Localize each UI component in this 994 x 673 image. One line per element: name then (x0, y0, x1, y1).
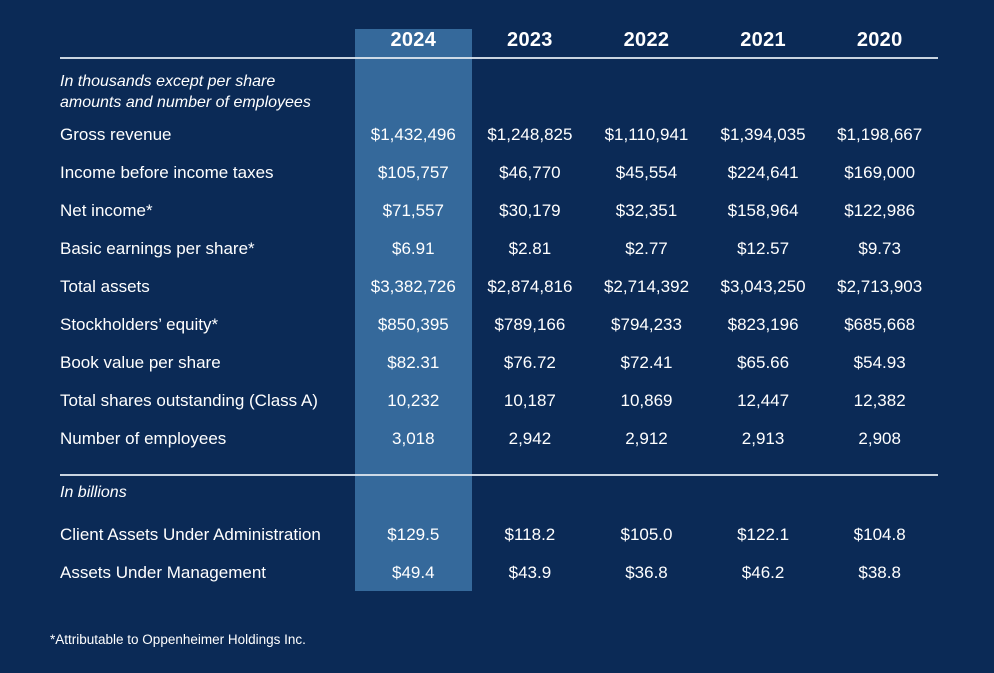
cell-2021: $12.57 (737, 239, 790, 258)
cell-2023: $789,166 (494, 315, 566, 334)
row-label: Income before income taxes (60, 163, 274, 182)
cell-2023: $1,248,825 (487, 125, 573, 144)
cell-2021: $224,641 (727, 163, 799, 182)
cell-2021: $122.1 (737, 525, 790, 544)
row-label: Total shares outstanding (Class A) (60, 391, 318, 410)
cell-2023: $2,874,816 (487, 277, 573, 296)
cell-2022: $32,351 (615, 201, 678, 220)
cell-2020: $54.93 (853, 353, 906, 372)
row-label: Number of employees (60, 429, 227, 448)
cell-2024: 3,018 (392, 429, 435, 448)
cell-2021: $65.66 (737, 353, 790, 372)
row-label: Assets Under Management (60, 563, 266, 582)
row-label: Book value per share (60, 353, 221, 372)
billions-note: In billions (60, 484, 127, 501)
units-note: In thousands except per share amounts an… (60, 71, 938, 113)
cell-2023: $76.72 (503, 353, 556, 372)
year-header-row: 2024 2023 2022 2021 2020 (60, 0, 938, 57)
table-row-book-value: Book value per share $82.31 $76.72 $72.4… (60, 344, 938, 382)
table-body-billions: Client Assets Under Administration $129.… (60, 516, 938, 592)
row-label: Stockholders’ equity* (60, 315, 219, 334)
table-row-total-shares: Total shares outstanding (Class A) 10,23… (60, 382, 938, 420)
cell-2023: $118.2 (504, 525, 556, 544)
cell-2024: $105,757 (377, 163, 449, 182)
cell-2024: $129.5 (387, 525, 440, 544)
cell-2024: 10,232 (387, 391, 440, 410)
divider-line-top (60, 57, 938, 59)
table-row-income-before-taxes: Income before income taxes $105,757 $46,… (60, 154, 938, 192)
cell-2024: $3,382,726 (370, 277, 456, 296)
cell-2022: $2,714,392 (603, 277, 690, 296)
cell-2020: $1,198,667 (837, 125, 923, 144)
year-header-2024: 2024 (390, 29, 437, 51)
cell-2020: $122,986 (844, 201, 916, 220)
cell-2023: $30,179 (499, 201, 561, 220)
divider-line-middle (60, 474, 938, 476)
cell-2024: $49.4 (392, 563, 435, 582)
cell-2023: 10,187 (503, 391, 556, 410)
cell-2020: $9.73 (858, 239, 901, 258)
highlight-column-2024 (355, 29, 472, 591)
table-row-net-income: Net income* $71,557 $30,179 $32,351 $158… (60, 192, 938, 230)
row-label: Basic earnings per share* (60, 239, 255, 258)
cell-2024: $71,557 (382, 201, 445, 220)
cell-2022: $1,110,941 (604, 125, 689, 144)
table-row-total-assets: Total assets $3,382,726 $2,874,816 $2,71… (60, 268, 938, 306)
cell-2022: 2,912 (625, 429, 668, 448)
cell-2020: $104.8 (853, 525, 906, 544)
year-header-2022: 2022 (623, 29, 670, 51)
cell-2023: $46,770 (499, 163, 561, 182)
table-row-assets-under-management: Assets Under Management $49.4 $43.9 $36.… (60, 554, 938, 592)
cell-2024: $6.91 (392, 239, 435, 258)
table-row-employees: Number of employees 3,018 2,942 2,912 2,… (60, 420, 938, 458)
cell-2024: $82.31 (387, 353, 440, 372)
row-label: Net income* (60, 201, 153, 220)
cell-2023: $43.9 (508, 563, 552, 582)
cell-2020: $685,668 (844, 315, 916, 334)
cell-2021: $158,964 (727, 201, 799, 220)
cell-2021: 2,913 (741, 429, 785, 448)
row-label: Client Assets Under Administration (60, 525, 321, 544)
cell-2024: $1,432,496 (370, 125, 456, 144)
table-body-thousands: Gross revenue $1,432,496 $1,248,825 $1,1… (60, 116, 938, 458)
year-header-2020: 2020 (856, 29, 903, 51)
table-row-gross-revenue: Gross revenue $1,432,496 $1,248,825 $1,1… (60, 116, 938, 154)
table-row-stockholders-equity: Stockholders’ equity* $850,395 $789,166 … (60, 306, 938, 344)
cell-2020: $2,713,903 (837, 277, 923, 296)
cell-2022: $72.41 (620, 353, 673, 372)
table-row-basic-eps: Basic earnings per share* $6.91 $2.81 $2… (60, 230, 938, 268)
cell-2023: 2,942 (508, 429, 552, 448)
units-note-line1: In thousands except per share (60, 73, 276, 90)
cell-2020: $169,000 (844, 163, 916, 182)
cell-2022: $2.77 (625, 239, 668, 258)
table-row-client-assets: Client Assets Under Administration $129.… (60, 516, 938, 554)
cell-2022: $105.0 (620, 525, 673, 544)
cell-2021: $1,394,035 (720, 125, 806, 144)
cell-2020: $38.8 (858, 563, 901, 582)
units-note-line2: amounts and number of employees (60, 94, 311, 111)
cell-2021: 12,447 (737, 391, 790, 410)
cell-2020: 2,908 (858, 429, 901, 448)
cell-2022: 10,869 (620, 391, 673, 410)
cell-2022: $36.8 (625, 563, 668, 582)
cell-2021: $3,043,250 (720, 277, 806, 296)
cell-2022: $45,554 (615, 163, 678, 182)
year-header-2023: 2023 (507, 29, 553, 51)
row-label: Gross revenue (60, 125, 172, 144)
row-label: Total assets (60, 277, 150, 296)
cell-2024: $850,395 (377, 315, 449, 334)
year-header-2021: 2021 (740, 29, 786, 51)
financial-table: 2024 2023 2022 2021 2020 In thousands ex… (60, 0, 938, 592)
cell-2022: $794,233 (611, 315, 682, 334)
cell-2020: 12,382 (853, 391, 906, 410)
cell-2021: $46.2 (741, 563, 785, 582)
cell-2023: $2.81 (508, 239, 552, 258)
footnote: *Attributable to Oppenheimer Holdings In… (50, 632, 306, 647)
cell-2021: $823,196 (727, 315, 799, 334)
